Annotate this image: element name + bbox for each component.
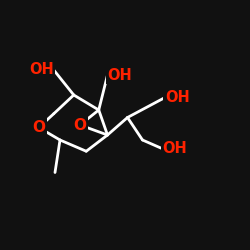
Text: O: O: [74, 118, 86, 132]
Text: OH: OH: [108, 68, 132, 82]
Text: O: O: [32, 120, 45, 135]
Text: OH: OH: [165, 90, 190, 105]
Text: OH: OH: [162, 141, 187, 156]
Text: OH: OH: [29, 62, 54, 78]
